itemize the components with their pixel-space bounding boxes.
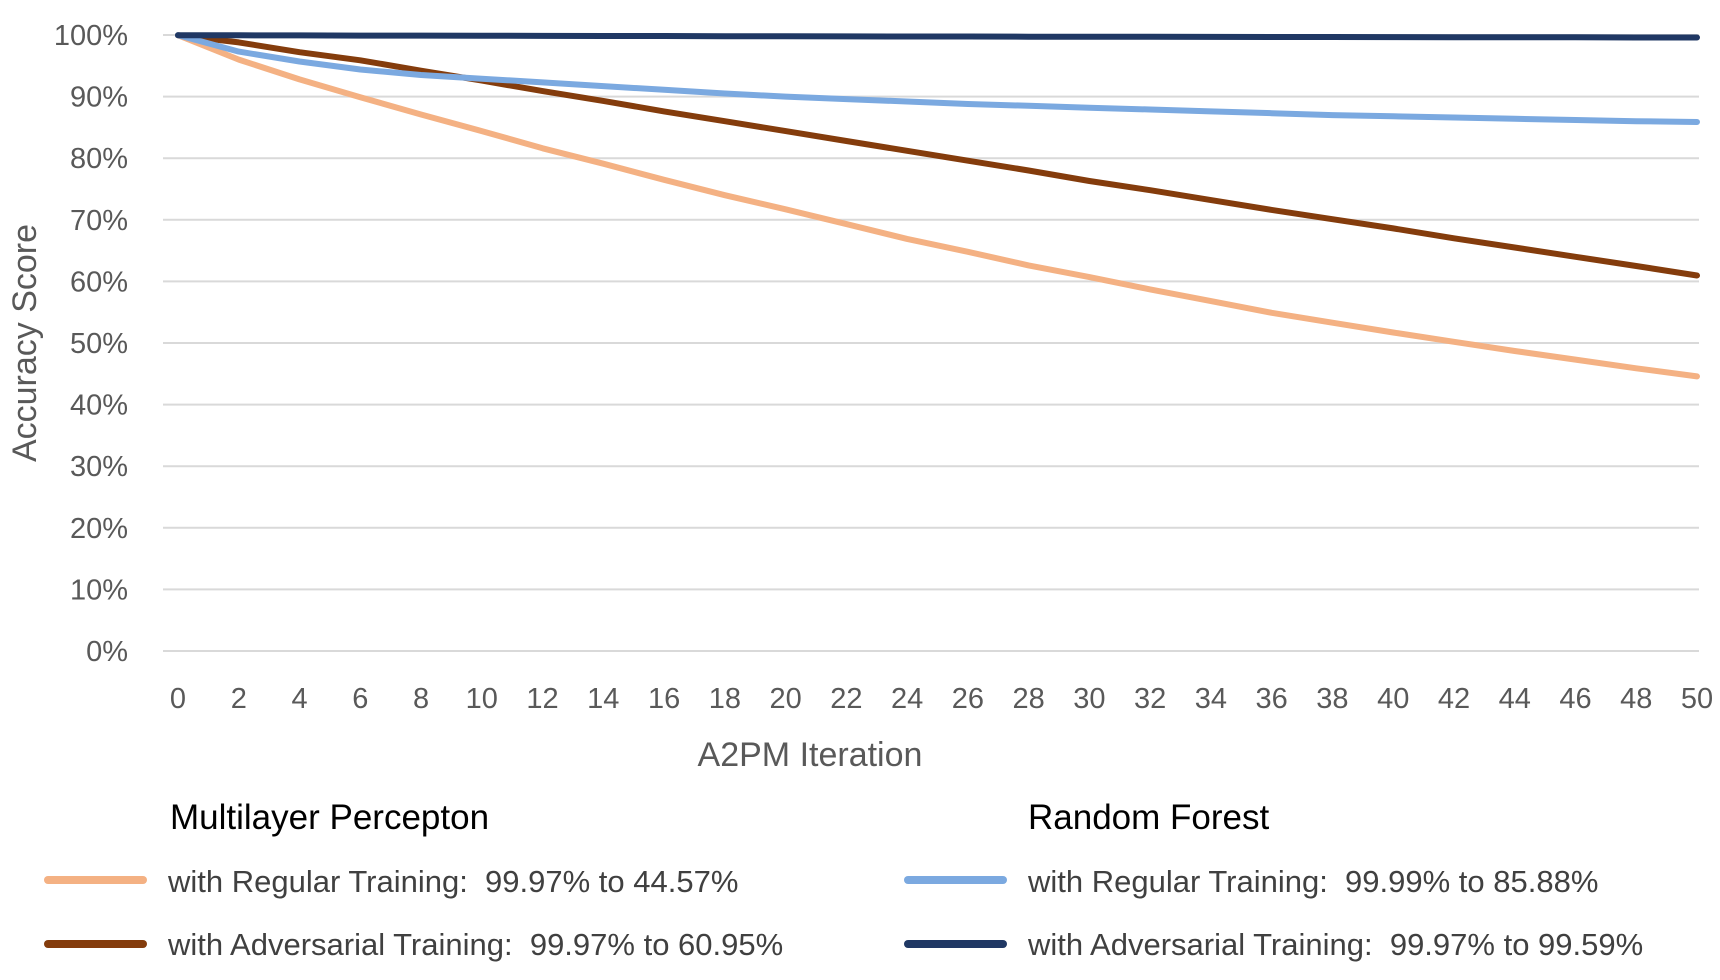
x-tick-label: 50 xyxy=(1681,683,1713,715)
y-tick-label: 40% xyxy=(70,390,128,422)
x-tick-label: 0 xyxy=(170,683,186,715)
y-tick-label: 90% xyxy=(70,82,128,114)
x-axis-title: A2PM Iteration xyxy=(698,736,923,774)
legend-group-title-mlp: Multilayer Percepton xyxy=(170,798,489,837)
y-tick-label: 30% xyxy=(70,451,128,483)
y-tick-label: 80% xyxy=(70,143,128,175)
x-tick-label: 10 xyxy=(466,683,498,715)
x-tick-label: 30 xyxy=(1073,683,1105,715)
x-tick-label: 44 xyxy=(1499,683,1531,715)
x-tick-label: 4 xyxy=(291,683,307,715)
y-axis-ticks: 0% 10% 20% 30% 40% 50% 60% 70% 80% 90% 100% xyxy=(54,20,128,668)
x-tick-label: 26 xyxy=(952,683,984,715)
x-tick-label: 20 xyxy=(769,683,801,715)
y-tick-label: 10% xyxy=(70,574,128,606)
legend-label-mlp-regular: with Regular Training: 99.97% to 44.57% xyxy=(167,864,738,899)
legend-group-title-rf: Random Forest xyxy=(1028,798,1269,837)
x-tick-label: 22 xyxy=(830,683,862,715)
y-tick-label: 60% xyxy=(70,266,128,298)
y-tick-label: 20% xyxy=(70,513,128,545)
x-tick-label: 46 xyxy=(1559,683,1591,715)
x-tick-label: 34 xyxy=(1195,683,1227,715)
x-tick-label: 36 xyxy=(1256,683,1288,715)
x-tick-label: 28 xyxy=(1013,683,1045,715)
x-tick-label: 38 xyxy=(1316,683,1348,715)
x-tick-label: 40 xyxy=(1377,683,1409,715)
y-tick-label: 0% xyxy=(86,636,128,668)
series-line-mlp-regular xyxy=(175,32,1700,380)
series-line-mlp-adversarial xyxy=(175,32,1700,279)
y-tick-label: 50% xyxy=(70,328,128,360)
legend-label-mlp-adversarial: with Adversarial Training: 99.97% to 60.… xyxy=(167,927,783,962)
x-tick-label: 32 xyxy=(1134,683,1166,715)
legend-label-rf-adversarial: with Adversarial Training: 99.97% to 99.… xyxy=(1027,927,1643,962)
x-tick-label: 48 xyxy=(1620,683,1652,715)
series-line-rf-adversarial xyxy=(175,32,1700,41)
x-tick-label: 24 xyxy=(891,683,923,715)
x-tick-label: 8 xyxy=(413,683,429,715)
series-line-rf-regular xyxy=(175,32,1700,125)
x-tick-label: 42 xyxy=(1438,683,1470,715)
y-axis-title: Accuracy Score xyxy=(6,224,44,462)
y-tick-label: 100% xyxy=(54,20,128,52)
series-lines xyxy=(175,32,1700,380)
x-tick-label: 12 xyxy=(526,683,558,715)
x-tick-label: 18 xyxy=(709,683,741,715)
x-tick-label: 6 xyxy=(352,683,368,715)
x-axis-ticks: 0 2 4 6 8 10 12 14 16 18 20 22 24 26 28 30 32 34 36 38 40 42 4… xyxy=(170,683,1713,715)
x-tick-label: 14 xyxy=(587,683,619,715)
legend-label-rf-regular: with Regular Training: 99.99% to 85.88% xyxy=(1027,864,1598,899)
x-tick-label: 16 xyxy=(648,683,680,715)
y-tick-label: 70% xyxy=(70,205,128,237)
x-tick-label: 2 xyxy=(231,683,247,715)
legend: Multilayer Percepton with Regular Traini… xyxy=(44,798,1643,962)
